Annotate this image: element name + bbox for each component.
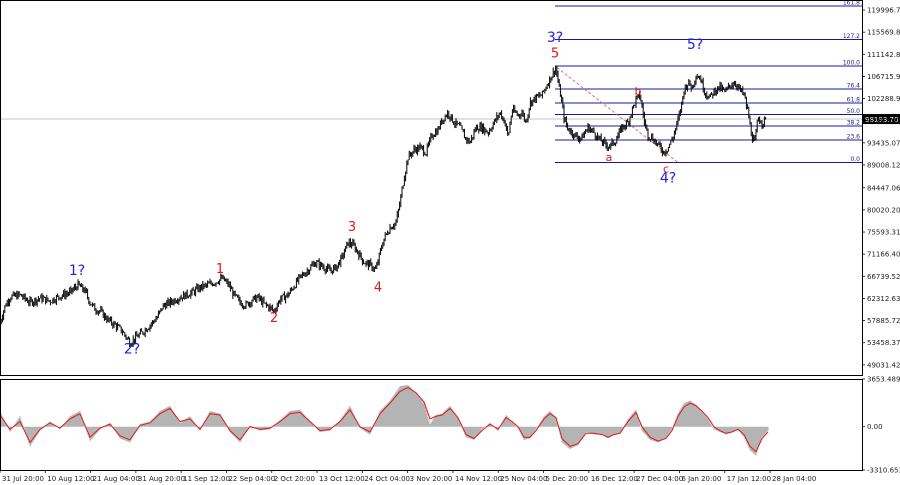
price-tick-label: 97862.02 (867, 117, 900, 125)
wave-label: 3? (547, 30, 563, 46)
oscillator-panel-frame (0, 379, 863, 471)
time-tick-label: 22 Sep 04:00 (228, 475, 275, 483)
wave-label: 5? (687, 37, 703, 53)
oscillator-panel[interactable] (0, 384, 769, 456)
time-tick-label: 2 Oct 20:00 (274, 475, 315, 483)
wave-label: 5 (551, 47, 559, 62)
retracement-trend-line[interactable] (556, 67, 679, 163)
fib-level-label: 50.0 (847, 108, 861, 115)
price-tick-label: 111142.87 (867, 51, 900, 59)
fib-level-label: 0.0 (850, 156, 860, 163)
wave-label: 2? (124, 342, 140, 358)
price-tick-label: 66739.52 (867, 273, 900, 281)
price-tick-label: 93435.07 (867, 139, 900, 147)
fib-level-label: 161.8 (843, 0, 860, 7)
time-tick-label: 3 Nov 20:00 (410, 475, 453, 483)
oscillator-tick-label: 3653.489 (867, 376, 900, 384)
oscillator-tick-label: -3310.653 (867, 467, 900, 475)
time-tick-label: 27 Dec 04:00 (636, 475, 683, 483)
wave-label: b (635, 85, 642, 98)
wave-label: 2 (270, 311, 278, 326)
price-tick-label: 106715.92 (867, 73, 900, 81)
fib-level-label: 100.0 (843, 60, 860, 67)
price-tick-label: 75593.31 (867, 229, 900, 237)
fib-level-label: 23.6 (847, 134, 861, 141)
price-tick-label: 71166.40 (867, 251, 900, 259)
wave-label: c (663, 163, 669, 176)
time-tick-label: 31 Aug 20:00 (138, 475, 185, 483)
fib-level-label: 38.2 (847, 120, 861, 127)
time-tick-label: 25 Nov 04:00 (500, 475, 547, 483)
fib-level-label: 127.2 (843, 33, 860, 40)
price-panel-frame (0, 0, 863, 376)
time-tick-label: 31 Jul 20:00 (2, 475, 44, 483)
time-tick-label: 17 Jan 12:00 (727, 475, 771, 483)
time-tick-label: 13 Oct 12:00 (319, 475, 365, 483)
time-tick-label: 16 Dec 12:00 (591, 475, 638, 483)
price-tick-label: 53458.37 (867, 339, 900, 347)
time-tick-label: 14 Nov 12:00 (455, 475, 502, 483)
wave-label: 1? (69, 263, 85, 279)
time-tick-label: 10 Aug 12:00 (47, 475, 94, 483)
price-tick-label: 115569.82 (867, 29, 900, 37)
fib-level-label: 61.8 (847, 97, 861, 104)
time-tick-label: 6 Jan 20:00 (681, 475, 721, 483)
time-tick-label: 21 Aug 04:00 (93, 475, 140, 483)
price-tick-label: 102288.97 (867, 95, 900, 103)
oscillator-signal-line[interactable] (0, 386, 769, 453)
price-tick-label: 62312.63 (867, 295, 900, 303)
fib-level-label: 76.4 (847, 83, 861, 90)
price-panel[interactable]: 161.8 127.2 100.0 76.4 61.8 50.0 38.2 23.6 0.0 1?… (0, 0, 862, 358)
time-tick-label: 5 Dec 20:00 (546, 475, 589, 483)
price-tick-label: 57885.72 (867, 317, 900, 325)
price-tick-label: 80020.20 (867, 206, 900, 214)
wave-label: 3 (348, 220, 356, 235)
wave-label: 1 (216, 262, 224, 277)
wave-label: 4? (660, 171, 676, 187)
price-tick-label: 84447.06 (867, 184, 900, 192)
wave-label: a (606, 151, 613, 164)
current-price-box (862, 114, 900, 125)
price-tick-label: 49031.42 (867, 361, 900, 369)
time-tick-label: 11 Sep 12:00 (183, 475, 230, 483)
price-tick-label: 89008.12 (867, 161, 900, 169)
price-tick-label: 119996.77 (867, 7, 900, 15)
oscillator-tick-label: 0.00 (867, 423, 883, 431)
wave-label: 4 (374, 281, 382, 296)
current-price-label: 98193.70 (865, 116, 898, 124)
time-tick-label: 28 Jan 04:00 (772, 475, 816, 483)
time-tick-label: 24 Oct 04:00 (364, 475, 410, 483)
